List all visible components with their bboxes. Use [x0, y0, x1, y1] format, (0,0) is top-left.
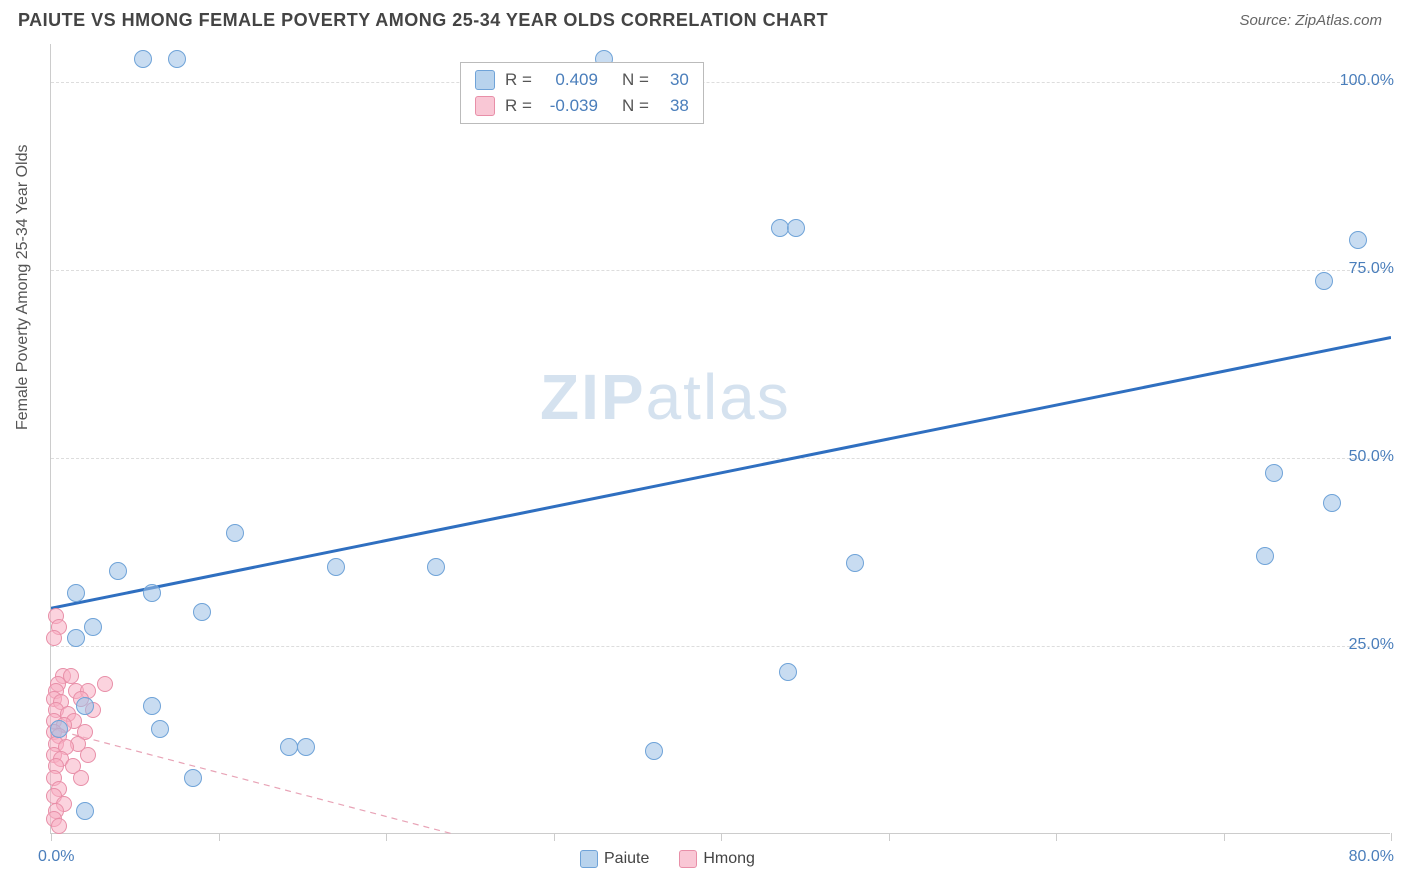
- data-point: [427, 558, 445, 576]
- legend-swatch: [475, 70, 495, 90]
- data-point: [134, 50, 152, 68]
- data-point: [226, 524, 244, 542]
- data-point: [1265, 464, 1283, 482]
- data-point: [193, 603, 211, 621]
- trend-lines: [51, 44, 1391, 834]
- n-label: N =: [622, 70, 649, 90]
- data-point: [1323, 494, 1341, 512]
- data-point: [645, 742, 663, 760]
- x-tick: [1391, 833, 1392, 841]
- n-value: 38: [659, 96, 689, 116]
- legend-row: R = -0.039 N = 38: [475, 93, 689, 119]
- data-point: [143, 584, 161, 602]
- data-point: [76, 697, 94, 715]
- r-value: 0.409: [542, 70, 598, 90]
- data-point: [97, 676, 113, 692]
- data-point: [50, 720, 68, 738]
- r-label: R =: [505, 70, 532, 90]
- data-point: [280, 738, 298, 756]
- gridline: [51, 646, 1390, 647]
- y-tick-label: 50.0%: [1349, 448, 1394, 466]
- n-label: N =: [622, 96, 649, 116]
- legend-label: Hmong: [703, 850, 755, 867]
- data-point: [143, 697, 161, 715]
- data-point: [771, 219, 789, 237]
- legend-label: Paiute: [604, 850, 649, 867]
- scatter-chart: [50, 44, 1390, 834]
- y-tick-label: 25.0%: [1349, 636, 1394, 654]
- x-tick: [889, 833, 890, 841]
- x-tick: [1056, 833, 1057, 841]
- x-tick: [386, 833, 387, 841]
- data-point: [46, 630, 62, 646]
- data-point: [297, 738, 315, 756]
- chart-title: PAIUTE VS HMONG FEMALE POVERTY AMONG 25-…: [18, 10, 828, 31]
- data-point: [84, 618, 102, 636]
- legend-row: R = 0.409 N = 30: [475, 67, 689, 93]
- y-tick-label: 75.0%: [1349, 260, 1394, 278]
- data-point: [1256, 547, 1274, 565]
- legend-item: Hmong: [679, 850, 755, 868]
- data-point: [67, 584, 85, 602]
- data-point: [80, 747, 96, 763]
- gridline: [51, 82, 1390, 83]
- data-point: [779, 663, 797, 681]
- data-point: [168, 50, 186, 68]
- data-point: [109, 562, 127, 580]
- legend-swatch: [580, 850, 598, 868]
- data-point: [846, 554, 864, 572]
- x-tick: [51, 833, 52, 841]
- data-point: [184, 769, 202, 787]
- gridline: [51, 458, 1390, 459]
- data-point: [1315, 272, 1333, 290]
- legend-swatch: [679, 850, 697, 868]
- data-point: [151, 720, 169, 738]
- gridline: [51, 270, 1390, 271]
- trend-line-paiute: [51, 337, 1391, 608]
- trend-line-hmong: [51, 729, 453, 834]
- legend-item: Paiute: [580, 850, 649, 868]
- x-tick: [1224, 833, 1225, 841]
- x-axis-max-label: 80.0%: [1349, 848, 1394, 866]
- data-point: [327, 558, 345, 576]
- r-label: R =: [505, 96, 532, 116]
- n-value: 30: [659, 70, 689, 90]
- data-point: [1349, 231, 1367, 249]
- r-value: -0.039: [542, 96, 598, 116]
- x-tick: [219, 833, 220, 841]
- chart-source: Source: ZipAtlas.com: [1239, 12, 1382, 29]
- x-tick: [554, 833, 555, 841]
- series-legend: Paiute Hmong: [580, 850, 755, 868]
- data-point: [76, 802, 94, 820]
- data-point: [67, 629, 85, 647]
- data-point: [787, 219, 805, 237]
- legend-swatch: [475, 96, 495, 116]
- correlation-legend: R = 0.409 N = 30 R = -0.039 N = 38: [460, 62, 704, 124]
- y-tick-label: 100.0%: [1340, 72, 1394, 90]
- data-point: [51, 818, 67, 834]
- y-axis-label: Female Poverty Among 25-34 Year Olds: [14, 145, 32, 431]
- x-tick: [721, 833, 722, 841]
- data-point: [73, 770, 89, 786]
- x-axis-min-label: 0.0%: [38, 848, 74, 866]
